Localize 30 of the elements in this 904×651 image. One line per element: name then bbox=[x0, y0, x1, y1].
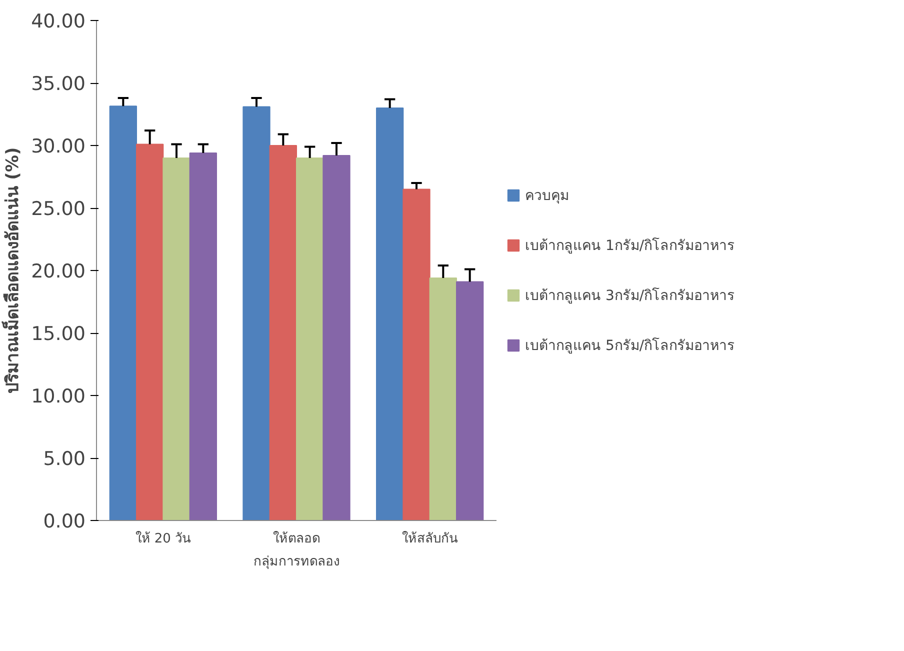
bar bbox=[242, 106, 270, 520]
bar bbox=[189, 152, 217, 520]
bar bbox=[162, 158, 190, 520]
y-tick-label: 0.00 bbox=[43, 510, 86, 532]
x-tick-label: ให้สลับกัน bbox=[402, 530, 458, 546]
legend-label: เบต้ากลูแคน 5กรัม/กิโลกรัมอาหาร bbox=[525, 336, 736, 356]
bar bbox=[376, 108, 404, 520]
y-tick-label: 30.00 bbox=[31, 136, 86, 158]
legend-label: ควบคุม bbox=[525, 187, 569, 206]
bar bbox=[456, 281, 484, 520]
bar bbox=[402, 188, 430, 520]
y-axis-title: ปริมาณเม็ดเลือดแดงอัดแน่น (%) bbox=[0, 147, 24, 394]
y-tick-label: 35.00 bbox=[31, 73, 86, 95]
y-tick-label: 10.00 bbox=[31, 386, 86, 408]
y-tick-label: 5.00 bbox=[43, 448, 86, 470]
bar bbox=[296, 158, 324, 520]
bar bbox=[136, 144, 164, 520]
y-tick-label: 15.00 bbox=[31, 323, 86, 345]
x-tick-label: ให้ 20 วัน bbox=[135, 530, 192, 546]
bar bbox=[269, 145, 297, 520]
x-tick-label: ให้ตลอด bbox=[273, 530, 320, 546]
bar bbox=[322, 155, 350, 520]
y-tick-label: 20.00 bbox=[31, 260, 86, 282]
y-tick-label: 25.00 bbox=[31, 198, 86, 220]
bar bbox=[109, 106, 137, 520]
legend-label: เบต้ากลูแคน 3กรัม/กิโลกรัมอาหาร bbox=[525, 286, 736, 306]
legend-label: เบต้ากลูแคน 1กรัม/กิโลกรัมอาหาร bbox=[525, 236, 736, 256]
bar bbox=[429, 278, 457, 520]
y-tick-label: 40.00 bbox=[31, 10, 86, 32]
x-axis-title: กลุ่มการทดลอง bbox=[254, 554, 340, 570]
